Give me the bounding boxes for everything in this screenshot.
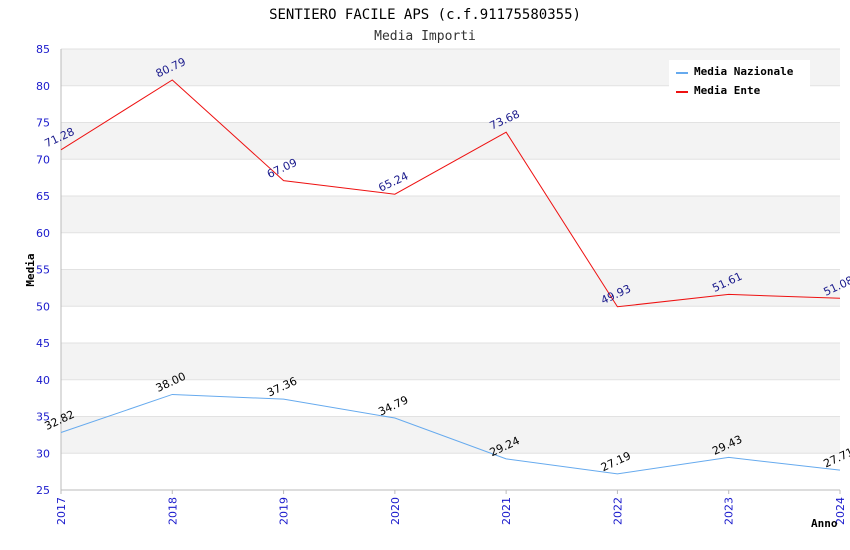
data-label-nazionale: 34.79: [376, 393, 410, 418]
y-tick-label: 75: [36, 117, 50, 130]
legend-label-nazionale: Media Nazionale: [694, 65, 794, 78]
chart-subtitle: Media Importi: [374, 29, 476, 44]
y-tick-label: 55: [36, 264, 50, 277]
x-tick-label: 2020: [389, 497, 402, 525]
y-tick-label: 60: [36, 227, 50, 240]
legend-label-ente: Media Ente: [694, 84, 761, 97]
y-tick-label: 35: [36, 411, 50, 424]
x-axis-ticks: 2017 2018 2019 2020 2021 2022 2023 2024: [55, 490, 847, 525]
x-tick-label: 2024: [834, 497, 847, 525]
grid-band: [61, 343, 840, 380]
y-tick-label: 65: [36, 190, 50, 203]
series-line-nazionale: [60, 393, 841, 475]
y-axis-label: Media: [24, 253, 37, 286]
x-axis-label: Anno: [811, 517, 838, 530]
grid-band: [61, 416, 840, 454]
series-line-ente: [60, 79, 841, 308]
y-axis-ticks: 25 30 35 40 45 50 55 60 65 70 75 80 85: [36, 43, 50, 497]
x-tick-label: 2023: [723, 497, 736, 525]
grid-band: [61, 122, 840, 160]
chart-title: SENTIERO FACILE APS (c.f.91175580355): [269, 7, 581, 23]
data-label-ente: 65.24: [376, 170, 410, 195]
x-tick-label: 2022: [611, 497, 624, 525]
y-tick-label: 80: [36, 80, 50, 93]
y-tick-label: 70: [36, 153, 50, 166]
grid-band: [61, 196, 840, 233]
x-tick-label: 2018: [166, 497, 179, 525]
y-tick-label: 45: [36, 337, 50, 350]
series-group: [60, 79, 841, 475]
y-tick-label: 25: [36, 484, 50, 497]
grid-band: [61, 269, 840, 307]
y-tick-label: 40: [36, 374, 50, 387]
y-tick-label: 85: [36, 43, 50, 56]
grid-bands: [61, 48, 840, 491]
legend: Media Nazionale Media Ente: [669, 60, 810, 101]
legend-box: [669, 60, 810, 101]
x-tick-label: 2019: [278, 497, 291, 525]
x-tick-label: 2017: [55, 497, 68, 525]
x-tick-label: 2021: [500, 497, 513, 525]
y-tick-label: 30: [36, 447, 50, 460]
y-tick-label: 50: [36, 300, 50, 313]
